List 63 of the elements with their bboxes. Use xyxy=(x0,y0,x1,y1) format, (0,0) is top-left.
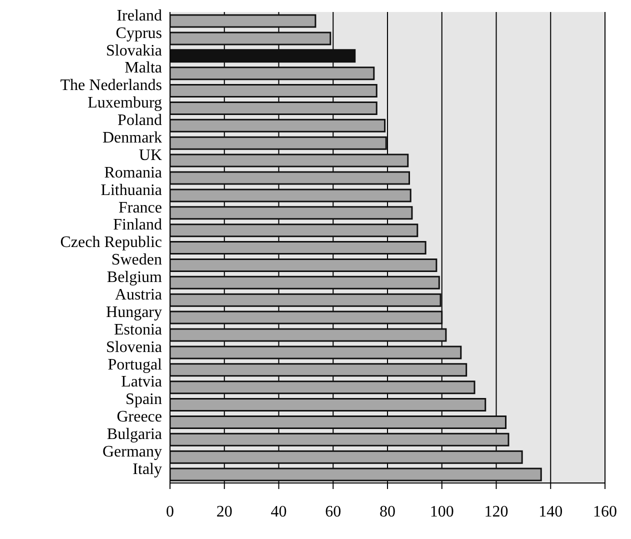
y-tick-label: Denmark xyxy=(102,130,162,147)
bar xyxy=(170,224,418,238)
y-tick-label: Slovakia xyxy=(106,42,162,60)
bar xyxy=(170,432,510,446)
y-tick-label: Sweden xyxy=(111,252,162,269)
y-tick-label: Belgium xyxy=(106,269,163,286)
x-tick-label: 160 xyxy=(593,503,617,520)
y-tick-label: The Nederlands xyxy=(60,77,162,94)
y-tick-label: Germany xyxy=(102,444,162,461)
y-tick-label: Spain xyxy=(126,391,162,408)
bar xyxy=(170,328,447,342)
y-tick-label: Greece xyxy=(116,408,162,426)
y-tick-label: Finland xyxy=(113,216,162,234)
y-tick-label: France xyxy=(118,199,162,216)
bar xyxy=(170,468,542,482)
bar xyxy=(170,450,523,464)
bar xyxy=(170,171,410,185)
bar xyxy=(170,188,412,202)
y-tick-label: Austria xyxy=(114,286,162,304)
x-tick-label: 120 xyxy=(484,503,508,520)
y-tick-label: Romania xyxy=(104,164,162,182)
x-tick-label: 100 xyxy=(430,503,454,520)
x-tick-label: 60 xyxy=(325,503,342,520)
y-tick-label: Italy xyxy=(132,460,162,478)
bar xyxy=(170,136,387,150)
bar xyxy=(170,101,378,115)
bar xyxy=(170,206,413,220)
bar xyxy=(170,154,409,168)
x-tick-label: 80 xyxy=(380,503,396,520)
bar xyxy=(170,293,442,307)
y-tick-label: Portugal xyxy=(108,356,163,374)
bar xyxy=(170,14,316,28)
y-tick-label: Estonia xyxy=(114,321,162,338)
bar xyxy=(170,346,462,360)
bar xyxy=(170,32,332,46)
bar xyxy=(170,380,476,394)
x-tick-label: 20 xyxy=(216,503,232,520)
x-tick-label: 140 xyxy=(538,503,563,520)
bar xyxy=(170,66,375,80)
bar xyxy=(170,118,386,132)
bar xyxy=(170,415,507,429)
y-tick-label: Cyprus xyxy=(116,24,162,42)
bar xyxy=(170,49,356,63)
y-tick-label: UK xyxy=(138,146,162,164)
bar xyxy=(170,398,486,412)
x-tick-label: 40 xyxy=(270,503,287,520)
y-tick-label: Luxemburg xyxy=(88,94,162,112)
bar xyxy=(170,310,443,324)
bar xyxy=(170,84,378,98)
bar xyxy=(170,363,468,377)
y-tick-label: Poland xyxy=(118,112,162,130)
y-tick-label: Slovenia xyxy=(106,338,162,356)
x-tick-label: 0 xyxy=(166,503,174,520)
bar xyxy=(170,241,426,255)
bar xyxy=(170,276,440,290)
y-tick-label: Czech Republic xyxy=(60,234,162,252)
bar xyxy=(170,258,438,272)
y-tick-label: Hungary xyxy=(106,304,162,321)
y-tick-label: Lithuania xyxy=(100,182,162,199)
y-tick-label: Malta xyxy=(124,60,162,77)
y-tick-label: Latvia xyxy=(121,374,162,391)
y-tick-label: Ireland xyxy=(116,7,162,24)
y-tick-label: Bulgaria xyxy=(106,426,162,444)
